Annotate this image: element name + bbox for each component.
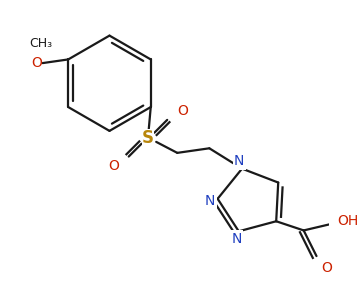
Text: N: N [234, 154, 245, 168]
Text: CH₃: CH₃ [29, 37, 52, 50]
Text: N: N [205, 194, 216, 208]
Text: N: N [232, 232, 242, 246]
Text: O: O [32, 56, 43, 70]
Text: S: S [142, 129, 154, 147]
Text: O: O [108, 159, 118, 173]
Text: O: O [321, 261, 332, 275]
Text: O: O [177, 104, 188, 118]
Text: OH: OH [338, 214, 358, 228]
